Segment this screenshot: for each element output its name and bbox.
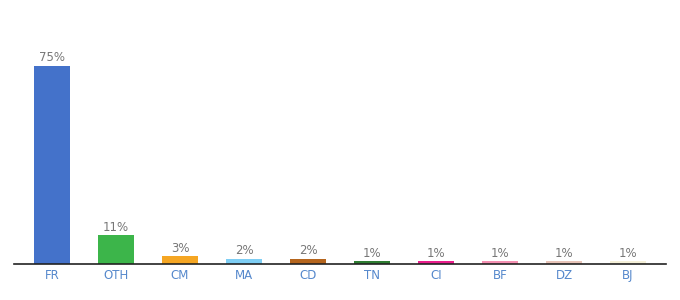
Text: 2%: 2% (299, 244, 318, 257)
Text: 11%: 11% (103, 220, 129, 234)
Bar (290, 259, 326, 264)
Bar (99, 235, 133, 264)
Bar (226, 259, 262, 264)
Bar (163, 256, 198, 264)
Text: 1%: 1% (555, 247, 573, 260)
Text: 75%: 75% (39, 51, 65, 64)
Text: 1%: 1% (619, 247, 637, 260)
Text: 1%: 1% (426, 247, 445, 260)
Text: 2%: 2% (235, 244, 254, 257)
Bar (547, 261, 581, 264)
Bar (611, 261, 645, 264)
Text: 1%: 1% (362, 247, 381, 260)
Bar (418, 261, 454, 264)
Text: 3%: 3% (171, 242, 189, 255)
Bar (35, 66, 69, 264)
Bar (482, 261, 517, 264)
Text: 1%: 1% (491, 247, 509, 260)
Bar (354, 261, 390, 264)
